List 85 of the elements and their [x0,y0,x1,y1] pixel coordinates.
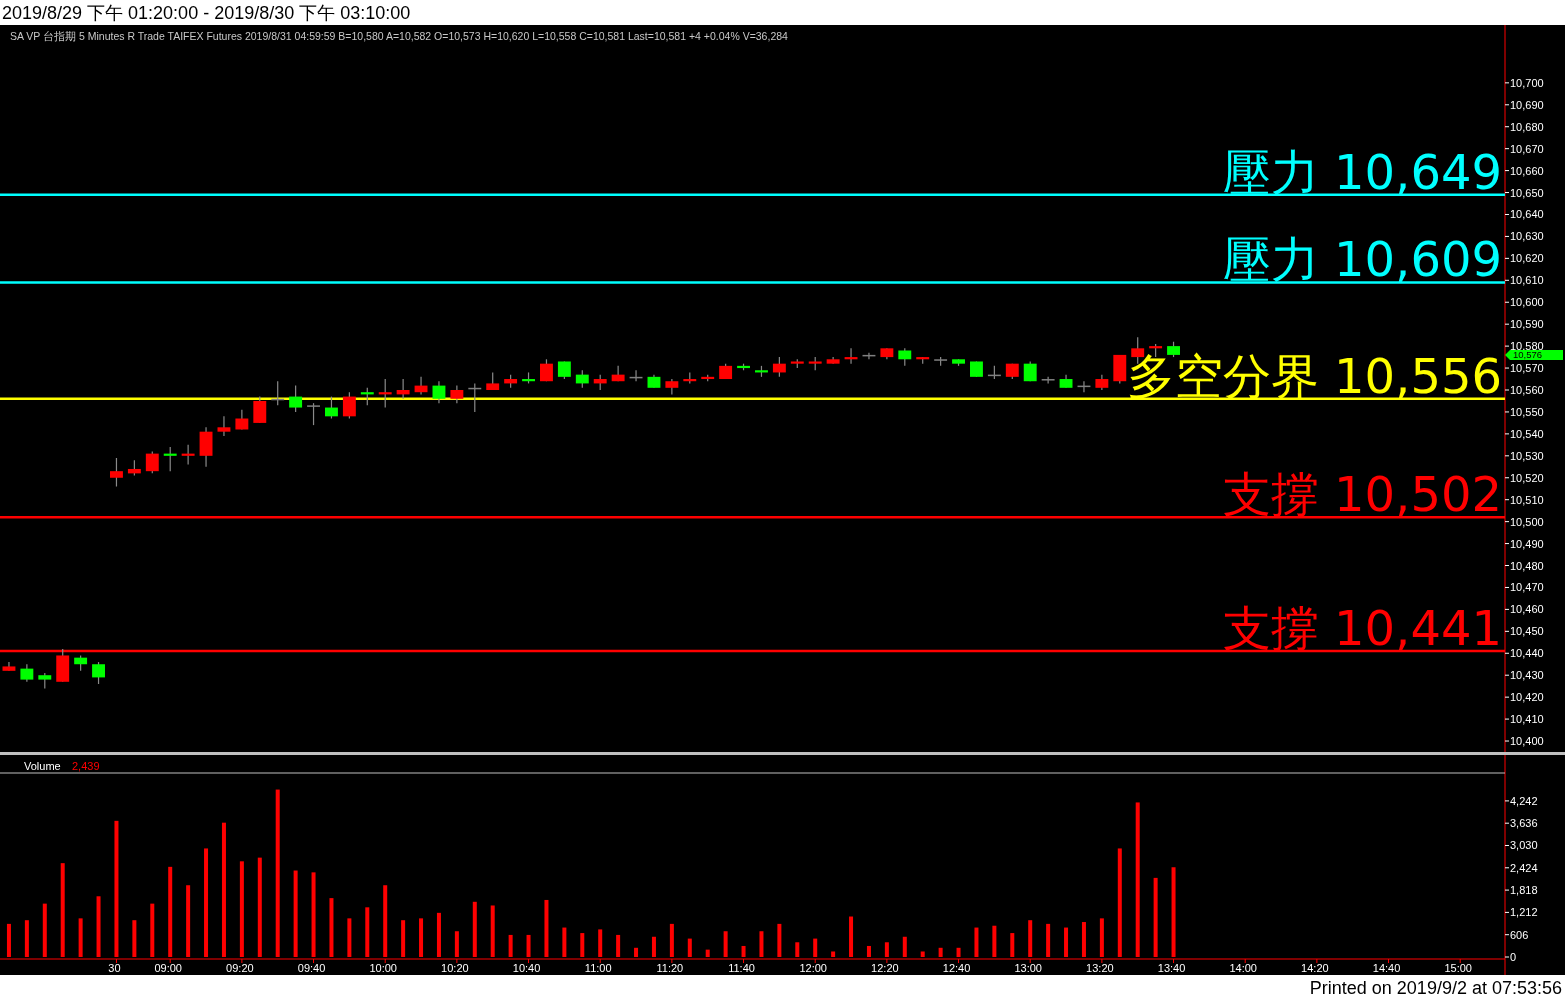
candlestick [181,444,195,466]
x-tick-label: 11:00 [584,962,612,974]
y-tick-label: 10,670 [1510,142,1544,155]
x-tick-label: 13:20 [1086,962,1114,974]
y-tick-label: 10,590 [1510,318,1544,331]
ref-line-label: 壓力 10,609 [1222,231,1502,288]
y-tick-label: 10,550 [1510,405,1544,418]
candlestick [378,378,392,409]
x-tick-label: 10:40 [512,962,541,974]
chart-title: 2019/8/29 下午 01:20:00 - 2019/8/30 下午 03:10:00 [2,3,411,23]
x-tick-label: 13:40 [1157,962,1186,974]
candlestick [611,365,625,382]
x-tick-label: 09:40 [297,962,326,974]
y-tick-label: 10,460 [1510,603,1544,616]
x-tick-label: 12:40 [942,962,971,974]
x-tick-label: 14:00 [1229,962,1257,974]
y-tick-label: 10,480 [1510,559,1544,572]
y-tick-label: 10,570 [1510,362,1544,375]
candlestick [289,385,303,413]
y-tick-label: 1,818 [1510,884,1538,897]
candlestick [396,378,410,400]
y-tick-label: 10,690 [1510,98,1544,111]
candlestick [1041,376,1055,385]
y-tick-label: 10,560 [1510,384,1544,396]
x-tick-label: 10:20 [441,962,469,974]
y-tick-label: 3,030 [1510,839,1538,852]
y-tick-label: 10,520 [1510,471,1544,484]
y-tick-label: 10,610 [1510,274,1544,287]
candlestick [307,402,320,426]
candlestick [110,457,123,488]
y-tick-label: 10,490 [1510,537,1544,550]
candlestick [92,661,105,685]
y-tick-label: 2,424 [1510,861,1538,874]
y-tick-label: 10,650 [1510,186,1544,199]
y-tick-label: 10,450 [1510,625,1544,638]
y-tick-label: 10,440 [1510,647,1544,660]
y-tick-label: 10,420 [1510,691,1544,704]
x-tick-label: 09:00 [154,962,182,974]
x-tick-label: 15:00 [1444,962,1472,974]
y-tick-label: 10,680 [1510,120,1544,133]
y-tick-label: 10,530 [1510,449,1544,462]
candlestick [163,446,177,472]
y-tick-label: 0 [1510,951,1517,963]
y-tick-label: 1,212 [1510,906,1538,919]
x-tick-label: 12:00 [799,962,827,974]
y-tick-label: 10,700 [1510,76,1544,89]
ref-line-label: 壓力 10,649 [1222,143,1502,200]
y-tick-label: 606 [1510,928,1529,941]
ref-line-label: 支撐 10,441 [1222,600,1502,657]
candlestick [217,415,231,437]
y-tick-label: 10,660 [1510,164,1544,177]
y-tick-label: 10,640 [1510,208,1544,221]
y-tick-label: 10,470 [1510,581,1544,594]
y-tick-label: 10,400 [1510,735,1544,748]
x-tick-label: 14:40 [1372,962,1401,974]
x-tick-label: 11:40 [728,962,755,974]
y-tick-label: 10,540 [1510,427,1544,440]
y-tick-label: 10,620 [1510,252,1544,265]
y-tick-label: 10,630 [1510,230,1544,243]
x-tick-label: 09:20 [226,962,254,974]
ref-line-label: 支撐 10,502 [1222,466,1502,523]
candlestick [432,380,446,404]
chart-title: Volume [24,760,61,772]
candlestick [342,391,356,420]
text: 2,439 [72,760,100,772]
x-tick-label: 14:20 [1301,962,1329,974]
y-tick-label: 10,600 [1510,296,1544,309]
candlestick [145,450,159,474]
x-tick-label: 30 [108,962,121,974]
ref-line-label: 多空分界 10,556 [1126,347,1502,404]
y-tick-label: 10,410 [1510,713,1544,726]
x-tick-label: 10:00 [369,962,397,974]
y-tick-label: 10,430 [1510,669,1544,682]
y-tick-label: 4,242 [1510,794,1538,807]
x-tick-label: 12:20 [871,962,899,974]
candlestick [772,356,786,378]
x-tick-label: 11:20 [656,962,684,974]
x-tick-label: 13:00 [1014,962,1042,974]
candlestick [253,395,267,424]
y-tick-label: 10,510 [1510,493,1544,506]
candlestick [325,395,338,420]
y-tick-label: 3,636 [1510,817,1538,830]
y-tick-label: 10,500 [1510,515,1544,528]
text: Printed on 2019/9/2 at 07:53:56 [1309,978,1562,998]
chart-subtitle: SA VP 台指期 5 Minutes R Trade TAIFEX Futures 2019/8/31 04:59:59 B=10,580 A=10,582 O=10,573 H=10,620 L=10,558 C=10,581 Last=10,581 +4 +0.04% V=36,284 [10,30,789,42]
